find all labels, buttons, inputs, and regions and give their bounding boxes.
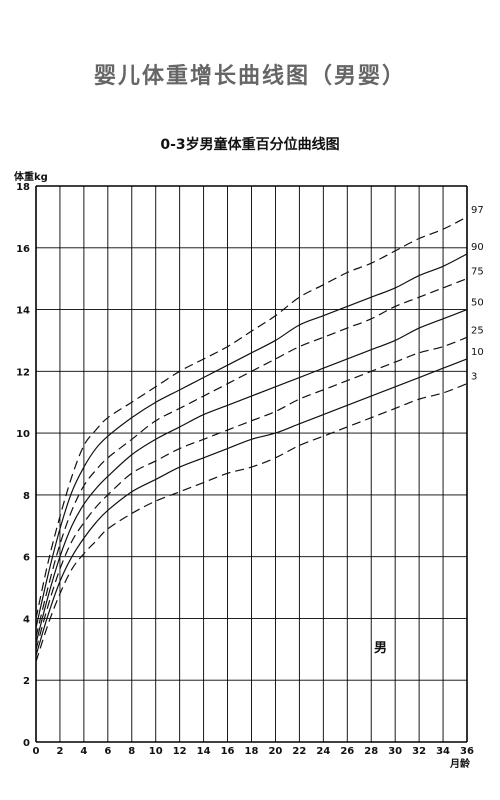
gender-annotation: 男 [374,641,387,656]
percentile-label-50: 50 [471,298,484,309]
x-tick-label: 36 [460,746,474,757]
percentile-label-90: 90 [471,242,484,253]
x-axis-title: 月龄 [449,757,471,770]
percentile-curve-97 [35,216,468,619]
percentile-curve-90 [35,253,468,628]
x-tick-label: 16 [221,746,235,757]
x-tick-label: 32 [412,746,426,757]
y-tick-label: 0 [23,738,30,749]
percentile-curve-3 [35,383,468,662]
percentile-curve-75 [35,278,468,638]
y-tick-label: 14 [16,306,30,317]
x-tick-label: 14 [197,746,211,757]
y-tick-label: 6 [23,553,30,564]
percentile-label-25: 25 [471,325,484,336]
page-title: 婴儿体重增长曲线图（男婴） [93,64,406,89]
y-tick-label: 12 [16,367,30,378]
percentile-curve-50 [35,309,468,644]
percentile-label-3: 3 [471,372,477,383]
x-tick-label: 22 [292,746,306,757]
y-tick-label: 18 [16,182,30,193]
x-tick-label: 26 [340,746,354,757]
x-tick-label: 34 [436,746,450,757]
x-tick-label: 18 [245,746,259,757]
percentile-label-10: 10 [471,347,484,358]
y-axis-title: 体重kg [14,170,48,183]
x-tick-label: 20 [268,746,282,757]
grid-lines [35,185,468,743]
y-tick-label: 4 [23,614,30,625]
x-tick-label: 6 [104,746,111,757]
x-tick-label: 12 [173,746,187,757]
percentile-label-75: 75 [471,267,484,278]
x-tick-label: 4 [80,746,87,757]
x-tick-label: 10 [149,746,163,757]
y-tick-label: 16 [16,244,30,255]
chart-title: 0-3岁男童体重百分位曲线图 [160,137,340,153]
x-tick-label: 28 [364,746,378,757]
x-tick-label: 2 [56,746,63,757]
y-tick-label: 8 [23,491,30,502]
x-tick-label: 24 [316,746,330,757]
y-tick-label: 10 [16,429,30,440]
percentile-curve-10 [35,358,468,656]
percentile-curve-25 [35,336,468,650]
x-tick-label: 0 [33,746,40,757]
x-tick-label: 8 [128,746,135,757]
x-tick-label: 30 [388,746,402,757]
percentile-curves [35,216,468,662]
y-tick-label: 2 [23,676,30,687]
percentile-label-97: 97 [471,205,484,216]
